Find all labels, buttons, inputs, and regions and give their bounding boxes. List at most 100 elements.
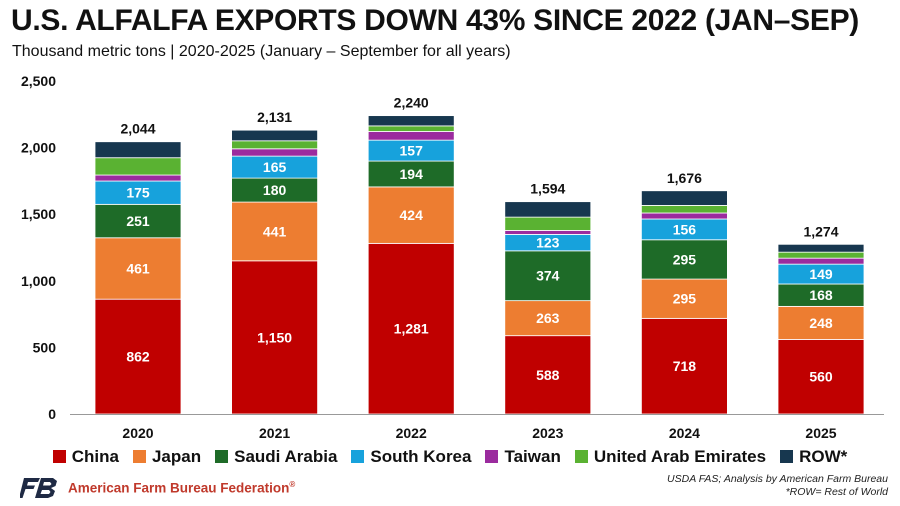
bar-stack-2025: 560 248 168 149 1,274	[777, 223, 865, 415]
bar-segment	[367, 115, 455, 127]
bar-segment	[641, 190, 728, 206]
footer-branding: American Farm Bureau Federation®	[20, 478, 295, 498]
chart-subtitle: Thousand metric tons | 2020-2025 (Januar…	[12, 43, 511, 60]
legend-label: South Korea	[370, 447, 472, 466]
legend-item: Saudi Arabia	[215, 447, 337, 467]
bar-segment	[504, 201, 592, 218]
legend-swatch	[351, 450, 365, 463]
legend-swatch	[574, 450, 588, 463]
legend: China Japan Saudi Arabia South Korea Taiwan U…	[0, 447, 900, 467]
bar-segment	[777, 251, 865, 259]
x-tick-label: 2023	[532, 425, 563, 441]
data-label: 461	[126, 260, 150, 276]
bar-segment	[504, 230, 592, 235]
bar-segment	[231, 140, 319, 150]
bar-segment	[641, 205, 728, 214]
x-tick-label: 2025	[805, 425, 836, 441]
legend-label: Saudi Arabia	[234, 447, 338, 466]
total-label: 2,131	[257, 109, 292, 125]
data-label: 156	[673, 221, 697, 237]
bar-stack-2024: 718 295 295 156 1,676	[641, 170, 728, 415]
total-label: 1,676	[667, 170, 702, 186]
total-label: 1,274	[803, 223, 838, 239]
legend-label: Taiwan	[504, 447, 561, 466]
bar-segment	[94, 174, 182, 182]
y-tick-label: 1,000	[21, 273, 56, 289]
stacked-bar-chart: 0 500 1,000 1,500 2,000 2,500 862 461 251 175 2,0…	[21, 73, 884, 441]
legend-swatch	[780, 450, 794, 463]
organization-name: American Farm Bureau Federation®	[68, 480, 296, 496]
bar-segment	[777, 243, 865, 253]
y-axis: 0 500 1,000 1,500 2,000 2,500	[21, 73, 56, 422]
bar-stack-2020: 862 461 251 175 2,044	[94, 121, 182, 415]
data-label: 588	[536, 367, 560, 383]
x-tick-label: 2020	[122, 425, 153, 441]
x-tick-label: 2021	[259, 425, 290, 441]
y-tick-label: 2,000	[21, 140, 56, 156]
data-label: 1,281	[394, 321, 429, 337]
data-label: 560	[809, 369, 833, 385]
y-tick-label: 0	[48, 406, 56, 422]
bar-stack-2022: 1,281 424 194 157 2,240	[367, 95, 455, 415]
bar-segment	[504, 250, 592, 302]
bar-segment	[504, 300, 592, 337]
y-tick-label: 2,500	[21, 73, 56, 89]
data-label: 263	[536, 310, 560, 326]
data-label: 175	[126, 185, 150, 201]
data-label: 718	[673, 358, 697, 374]
data-label: 251	[126, 213, 150, 229]
bar-segment	[641, 212, 728, 220]
legend-swatch	[132, 450, 146, 463]
data-label: 295	[673, 251, 697, 267]
bar-series-group: 862 461 251 175 2,044 1,150 441 180 165 2,131 1,28…	[94, 95, 865, 415]
bar-segment	[94, 141, 182, 159]
bar-stack-2021: 1,150 441 180 165 2,131	[231, 109, 319, 415]
legend-swatch	[215, 450, 229, 463]
afbf-logo-icon	[20, 478, 57, 498]
data-label: 248	[809, 315, 833, 331]
data-label: 165	[263, 159, 287, 175]
data-label: 180	[263, 182, 287, 198]
data-label: 295	[673, 291, 697, 307]
bar-segment	[367, 125, 455, 132]
legend-swatch	[485, 450, 499, 463]
x-axis: 2020 2021 2022 2023 2024 2025	[70, 414, 884, 441]
y-tick-label: 500	[33, 339, 57, 355]
data-label: 862	[126, 349, 150, 365]
legend-item: United Arab Emirates	[574, 447, 767, 467]
source-note: USDA FAS; Analysis by American Farm Bure…	[667, 473, 888, 499]
bar-segment	[777, 257, 865, 265]
data-label: 424	[400, 207, 424, 223]
data-label: 441	[263, 223, 287, 239]
bar-segment	[367, 131, 455, 141]
bar-segment	[94, 237, 182, 300]
legend-label: Japan	[151, 447, 202, 466]
data-label: 157	[400, 143, 424, 159]
bar-stack-2023: 588 263 374 123 1,594	[504, 181, 592, 415]
total-label: 2,044	[120, 121, 155, 137]
total-label: 2,240	[394, 95, 429, 111]
total-label: 1,594	[530, 181, 565, 197]
data-label: 374	[536, 268, 560, 284]
source-text: USDA FAS; Analysis by American Farm Bure…	[667, 473, 888, 485]
legend-label: ROW*	[799, 447, 848, 466]
chart-title: U.S. ALFALFA EXPORTS DOWN 43% SINCE 2022…	[11, 4, 859, 37]
legend-item: South Korea	[351, 447, 471, 467]
bar-segment	[94, 298, 182, 415]
bar-segment	[641, 278, 728, 319]
data-label: 1,150	[257, 329, 292, 345]
bar-segment	[231, 129, 319, 142]
legend-item: Japan	[132, 447, 202, 467]
legend-swatch	[52, 450, 66, 463]
data-label: 168	[809, 287, 833, 303]
x-tick-label: 2024	[669, 425, 700, 441]
bar-segment	[367, 160, 455, 188]
bar-segment	[367, 242, 455, 415]
data-label: 194	[400, 166, 424, 182]
legend-item: Taiwan	[485, 447, 561, 467]
row-footnote: *ROW= Rest of World	[785, 486, 888, 498]
bar-segment	[231, 148, 319, 157]
legend-label: China	[71, 447, 119, 466]
legend-label: United Arab Emirates	[593, 447, 767, 466]
bar-segment	[94, 203, 182, 239]
